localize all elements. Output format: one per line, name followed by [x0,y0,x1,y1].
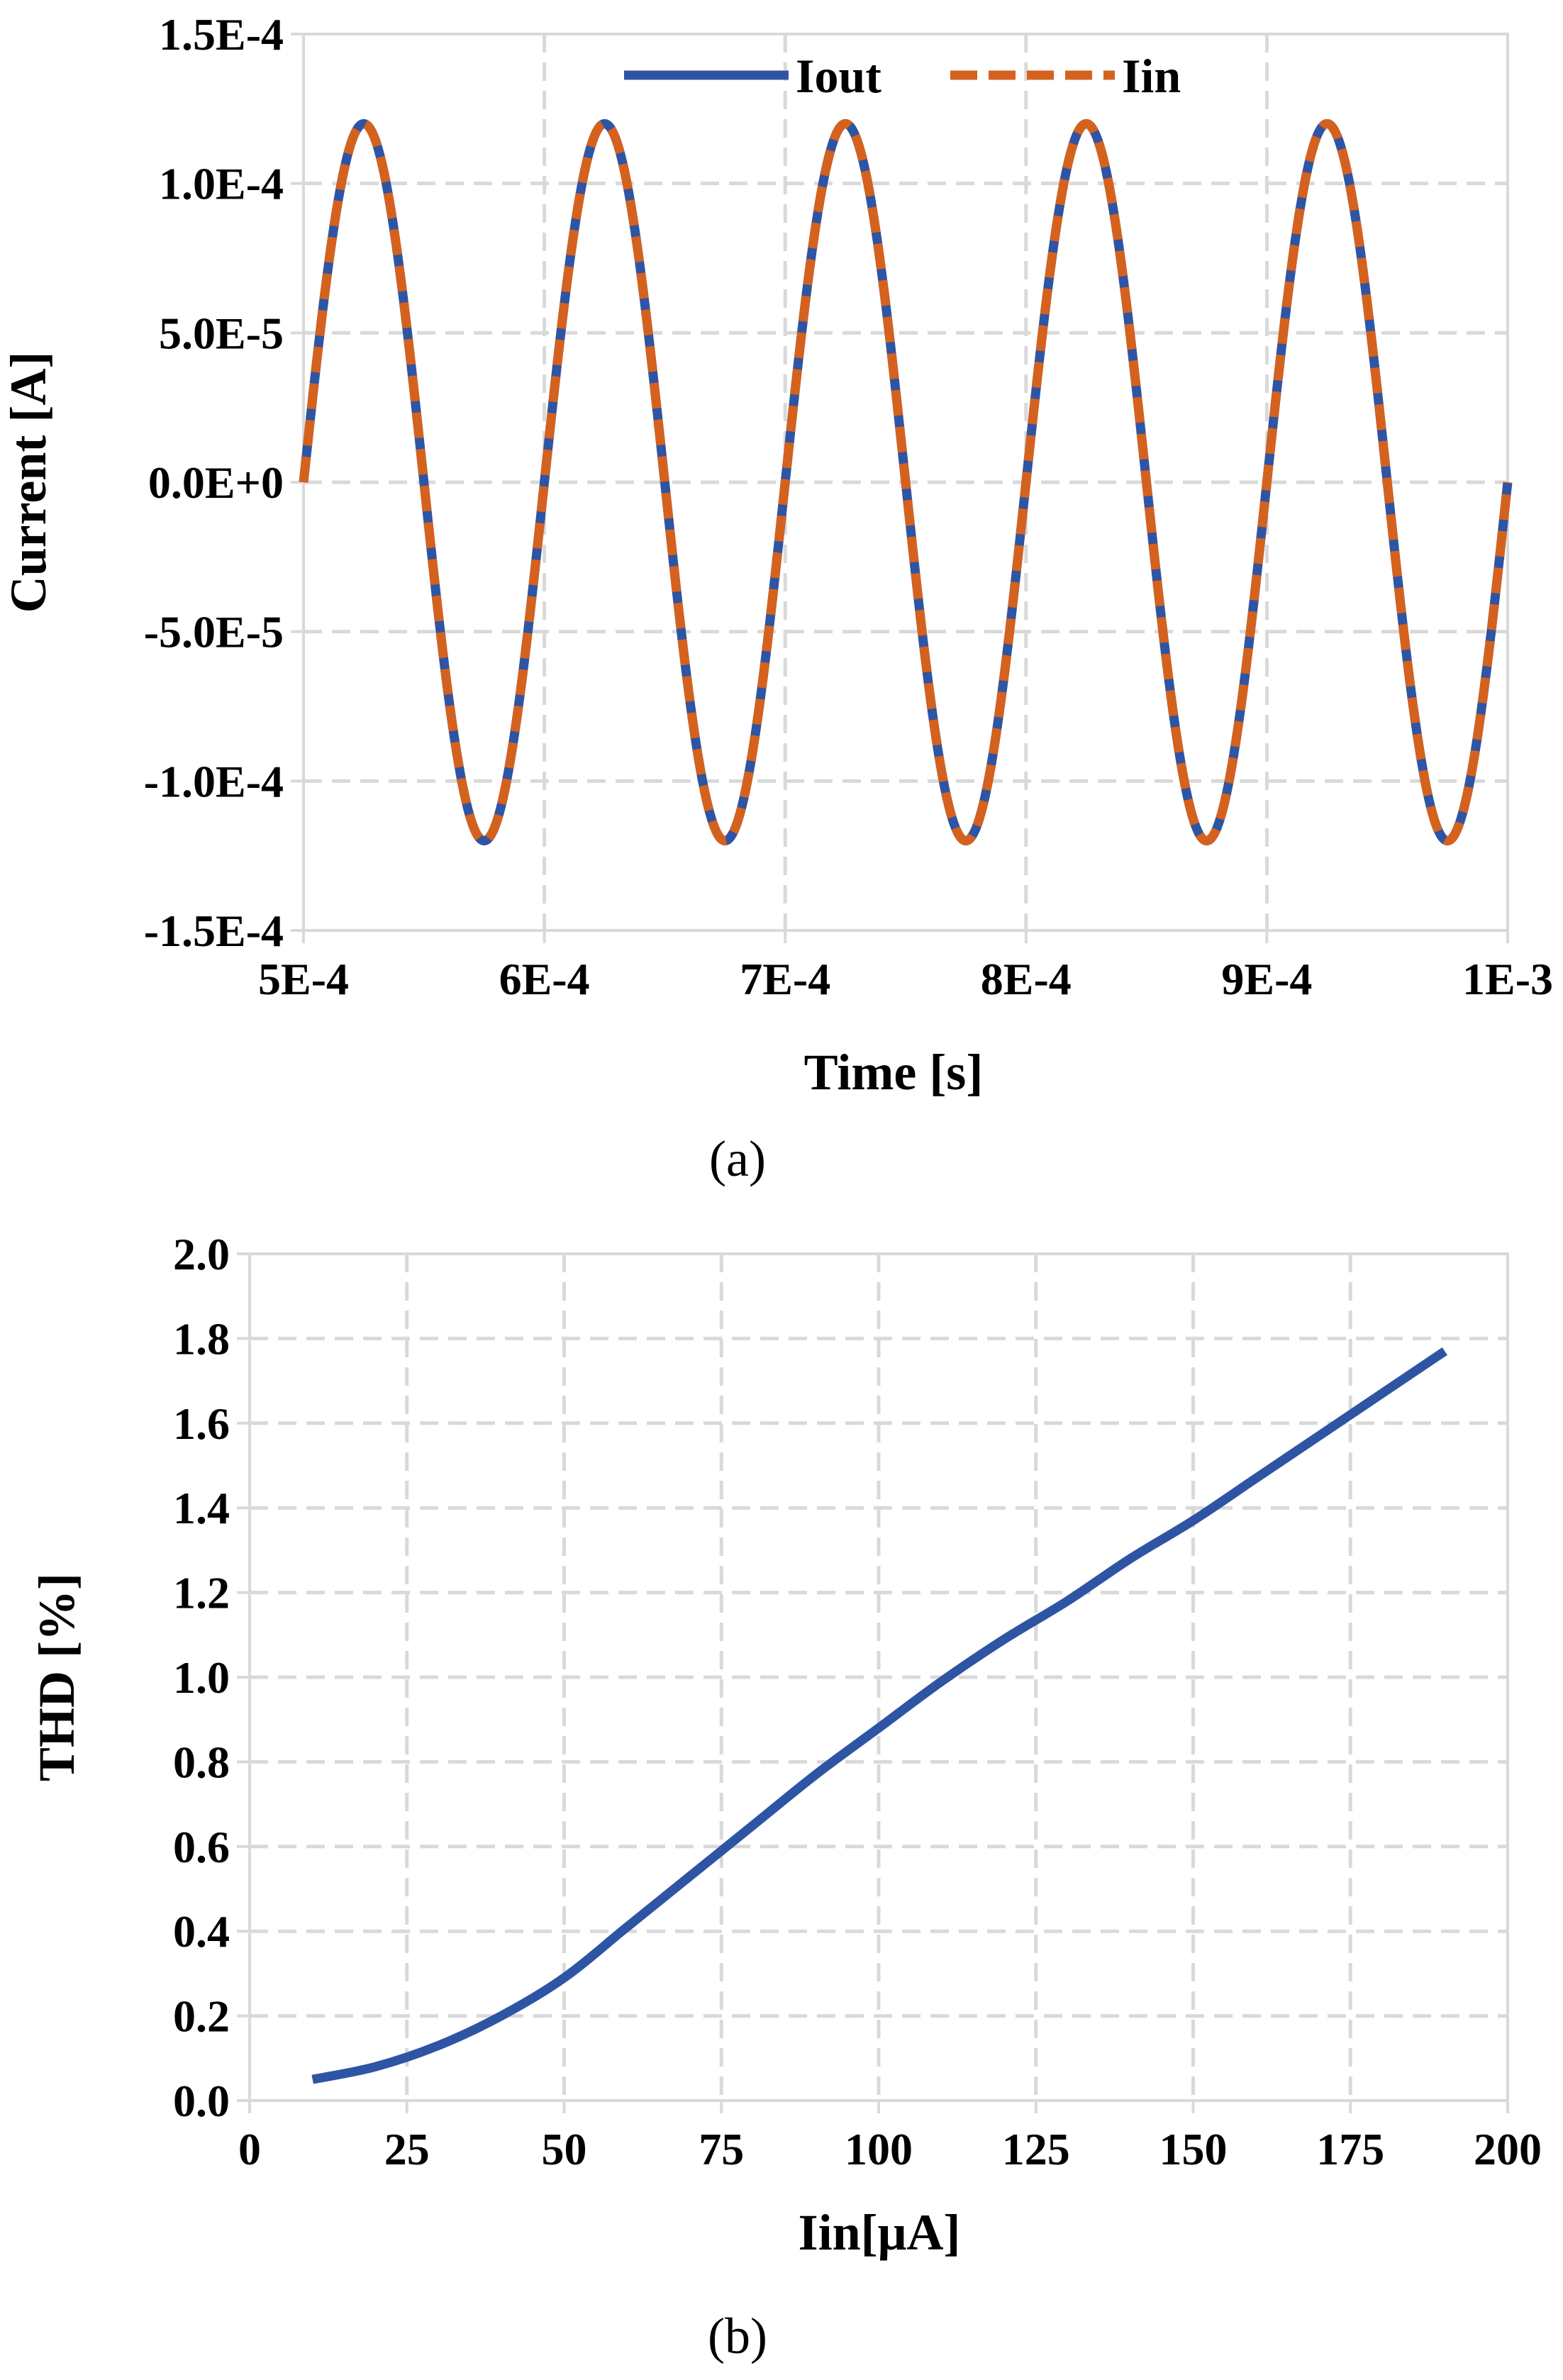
y-tick-label: 1.8 [173,1313,230,1364]
x-tick-label: 0 [238,2124,261,2174]
x-tick-label: 9E-4 [1221,954,1312,1004]
y-tick-label: 1.2 [173,1568,230,1618]
x-tick-label: 100 [845,2124,913,2174]
legend-iout-label: Iout [796,49,881,103]
chart-b-x-tick-labels: 0 25 50 75 100 125 150 175 200 [238,2124,1542,2174]
x-tick-label: 5E-4 [258,954,349,1004]
y-tick-label: 1.4 [173,1483,230,1533]
y-tick-label: 1.5E-4 [159,9,284,60]
y-tick-label: 0.8 [173,1737,230,1787]
chart-a-y-tick-labels: 1.5E-4 1.0E-4 5.0E-5 0.0E+0 -5.0E-5 -1.0E-4 -1… [144,9,284,956]
thd-series-line [311,1347,1447,2084]
y-tick-label: 0.6 [173,1822,230,1872]
y-tick-label: 0.2 [173,1991,230,2042]
y-tick-label: 5.0E-5 [159,308,284,358]
chart-b-y-tick-labels: 0.0 0.2 0.4 0.6 0.8 1.0 1.2 1.4 1.6 1.8 2.0 [173,1229,230,2126]
y-tick-label: -1.0E-4 [144,756,284,806]
y-tick-label: 0.4 [173,1906,230,1957]
chart-a-x-axis-title: Time [s] [804,1044,984,1101]
y-tick-label: 1.0 [173,1652,230,1703]
y-tick-label: -1.5E-4 [144,906,284,956]
chart-a-caption: (a) [709,1130,766,1187]
y-tick-label: 2.0 [173,1229,230,1279]
x-tick-label: 200 [1474,2124,1542,2174]
chart-b-y-axis-title: THD [%] [28,1573,85,1781]
x-tick-label: 75 [699,2124,744,2174]
chart-b-series [311,1347,1447,2084]
y-tick-label: 0.0 [173,2076,230,2126]
chart-b-x-axis-title: Iin[μA] [799,2204,961,2261]
x-tick-label: 25 [384,2124,430,2174]
x-tick-label: 50 [542,2124,587,2174]
x-tick-label: 175 [1316,2124,1384,2174]
chart-b: 0.0 0.2 0.4 0.6 0.8 1.0 1.2 1.4 1.6 1.8 2.0 0 25 50 7… [28,1229,1542,2364]
y-tick-label: -5.0E-5 [144,607,284,657]
x-tick-label: 6E-4 [499,954,590,1004]
chart-b-grid [237,1252,1509,2113]
y-tick-label: 1.0E-4 [159,159,284,209]
chart-a: 1.5E-4 1.0E-4 5.0E-5 0.0E+0 -5.0E-5 -1.0E-4 -1… [0,9,1553,1187]
chart-b-caption: (b) [708,2308,767,2364]
chart-a-x-tick-labels: 5E-4 6E-4 7E-4 8E-4 9E-4 1E-3 [258,954,1553,1004]
x-tick-label: 125 [1002,2124,1070,2174]
y-tick-label: 1.6 [173,1398,230,1449]
x-tick-label: 8E-4 [981,954,1072,1004]
iin-series-line [299,118,1513,846]
chart-a-series [299,118,1513,846]
chart-a-legend: Iout Iin [624,49,1181,103]
y-tick-label: 0.0E+0 [148,457,284,508]
x-tick-label: 7E-4 [740,954,830,1004]
legend-iin-label: Iin [1122,49,1181,103]
chart-a-y-axis-title: Current [A] [0,352,57,613]
x-tick-label: 150 [1159,2124,1228,2174]
x-tick-label: 1E-3 [1462,954,1553,1004]
